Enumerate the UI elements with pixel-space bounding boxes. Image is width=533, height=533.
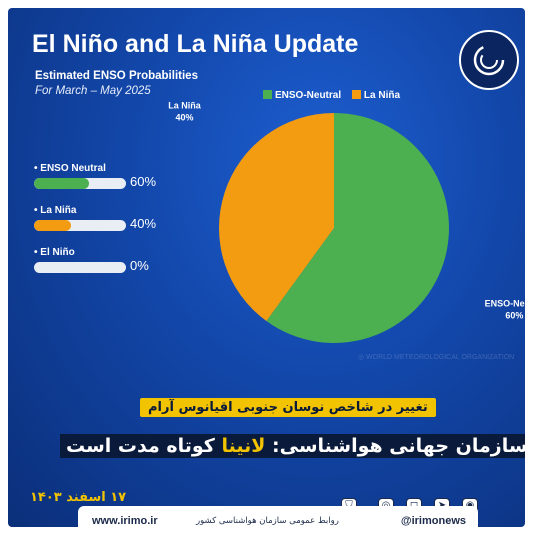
footer-bar: www.irimo.ir روابط عمومی سازمان هواشناسی… [78, 506, 478, 527]
headline-prefix: سازمان جهانی هواشناسی: [272, 435, 525, 457]
legend-label-enso-neutral: ENSO-Neutral [275, 90, 342, 101]
page-title: El Niño and La Niña Update [32, 30, 359, 58]
website-link[interactable]: www.irimo.ir [92, 515, 158, 527]
chart-subtitle: Estimated ENSO Probabilities [35, 70, 198, 82]
legend-swatch-enso-neutral [263, 90, 272, 99]
bar-fill [34, 178, 90, 189]
pie-slice-enso-neutral [266, 113, 449, 344]
slice-label-name: ENSO-Neutral [485, 299, 525, 309]
wmo-watermark: ◎ WORLD METEOROLOGICAL ORGANIZATION [358, 354, 515, 361]
pie-slice-la-nina [219, 113, 334, 322]
public-relations-label: روابط عمومی سازمان هواشناسی کشور [196, 516, 339, 526]
publish-date: ۱۷ اسفند ۱۴۰۳ [30, 490, 127, 505]
bar-track [34, 220, 126, 231]
headline-subtitle: تغییر در شاخص نوسان جنوبی اقیانوس آرام [140, 398, 436, 417]
bar-value: 60% [130, 174, 157, 189]
social-handle[interactable]: @irimonews [400, 515, 466, 527]
headline-main: سازمان جهانی هواشناسی: لانینا کوتاه مدت … [60, 434, 525, 458]
bar-label: • El Niño [34, 247, 75, 258]
bar-label: • La Niña [34, 205, 77, 216]
bar-track [34, 262, 126, 273]
logo-swirl-icon [473, 44, 505, 76]
slice-label-name: La Niña [168, 101, 202, 111]
bar-row-enso-neutral: • ENSO Neutral 60% [34, 163, 156, 189]
bar-fill [34, 220, 71, 231]
headline-suffix: کوتاه مدت است [66, 435, 215, 457]
chart-legend: ENSO-Neutral La Niña [263, 90, 400, 101]
legend-swatch-la-nina [351, 90, 361, 99]
bar-track [34, 178, 126, 189]
infographic-card: El Niño and La Niña Update Estimated ENS… [8, 8, 525, 527]
forecast-period: For March – May 2025 [35, 85, 151, 97]
slice-label-pct: 40% [175, 113, 193, 123]
organization-logo [459, 30, 519, 90]
bar-row-el-nino: • El Niño 0% [34, 247, 149, 273]
bar-value: 40% [130, 216, 157, 231]
slice-label-pct: 60% [505, 311, 523, 321]
bar-label: • ENSO Neutral [34, 163, 106, 174]
pie-chart: ENSO-Neutral 60% La Niña 40% [168, 101, 525, 344]
bar-value: 0% [130, 258, 149, 273]
bar-row-la-nina: • La Niña 40% [34, 205, 156, 231]
legend-label-la-nina: La Niña [363, 90, 401, 101]
headline-highlight: لانینا [221, 435, 266, 457]
